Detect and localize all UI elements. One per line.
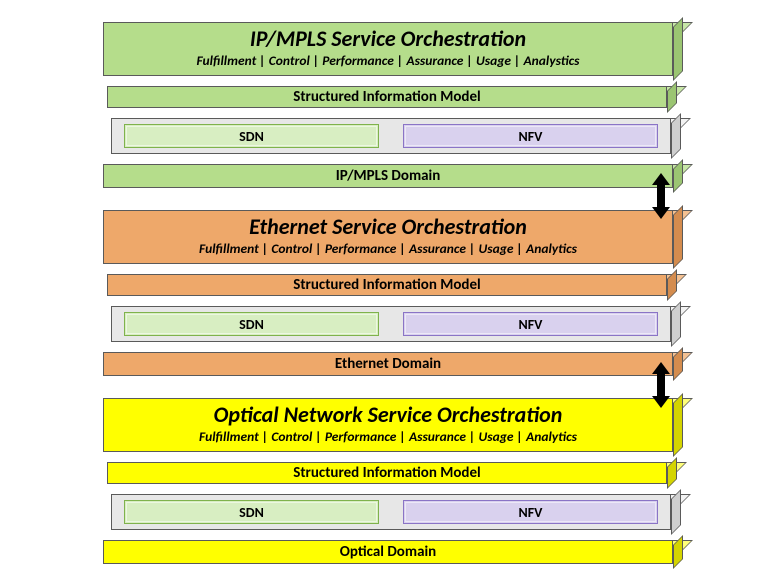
optical-info: Structured Information Model [293,464,480,482]
ipmpls-title-slab: IP/MPLS Service Orchestration Fulfillmen… [103,22,693,76]
nfv-label: NFV [519,504,543,521]
nfv-pill: NFV [403,500,658,524]
nfv-label: NFV [519,316,543,333]
ethernet-domain: Ethernet Domain [335,355,441,373]
optical-domain: Optical Domain [340,543,436,561]
ipmpls-domain-slab: IP/MPLS Domain [103,164,693,188]
ipmpls-subtitle: Fulfillment | Control | Performance | As… [104,52,672,73]
ethernet-info-slab: Structured Information Model [103,274,693,296]
sdn-pill: SDN [124,124,379,148]
optical-sdnrow-slab: SDN NFV [103,494,693,530]
optical-subtitle: Fulfillment | Control | Performance | As… [104,428,672,449]
connector-arrow-icon [652,362,670,408]
ipmpls-sdnrow-slab: SDN NFV [103,118,693,154]
sdn-pill: SDN [124,312,379,336]
ethernet-domain-slab: Ethernet Domain [103,352,693,376]
optical-info-slab: Structured Information Model [103,462,693,484]
ipmpls-domain: IP/MPLS Domain [336,167,441,185]
ethernet-title: Ethernet Service Orchestration [104,211,672,240]
ethernet-subtitle: Fulfillment | Control | Performance | As… [104,240,672,261]
nfv-pill: NFV [403,312,658,336]
optical-domain-slab: Optical Domain [103,540,693,564]
sdn-pill: SDN [124,500,379,524]
ipmpls-title: IP/MPLS Service Orchestration [104,23,672,52]
optical-title-slab: Optical Network Service Orchestration Fu… [103,398,693,452]
connector-arrow-icon [652,173,670,219]
ethernet-stack: Ethernet Service Orchestration Fulfillme… [103,200,693,380]
optical-title: Optical Network Service Orchestration [104,399,672,428]
ethernet-sdnrow-slab: SDN NFV [103,306,693,342]
ipmpls-stack: IP/MPLS Service Orchestration Fulfillmen… [103,12,693,192]
optical-stack: Optical Network Service Orchestration Fu… [103,388,693,568]
sdn-label: SDN [239,128,264,145]
sdn-label: SDN [239,316,264,333]
ethernet-title-slab: Ethernet Service Orchestration Fulfillme… [103,210,693,264]
sdn-label: SDN [239,504,264,521]
ipmpls-info-slab: Structured Information Model [103,86,693,108]
nfv-pill: NFV [403,124,658,148]
nfv-label: NFV [519,128,543,145]
ipmpls-info: Structured Information Model [293,88,480,106]
ethernet-info: Structured Information Model [293,276,480,294]
